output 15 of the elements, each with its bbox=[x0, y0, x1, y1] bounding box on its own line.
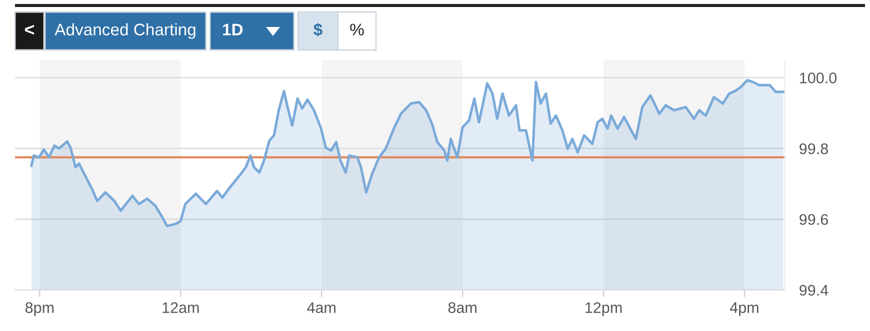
x-tick-label: 12pm bbox=[586, 302, 622, 316]
x-tick-label: 4am bbox=[307, 302, 336, 314]
x-tick-label: 4pm bbox=[730, 302, 758, 316]
x-tick-label: 12am bbox=[162, 302, 199, 314]
text: $ bbox=[314, 22, 322, 37]
y-tick-label: 99.8 bbox=[800, 143, 828, 154]
y-tick-label: 99.4 bbox=[800, 284, 828, 296]
x-tick-label: 8am bbox=[448, 302, 476, 314]
text: Advanced Charting bbox=[54, 23, 196, 39]
text: < bbox=[24, 24, 34, 35]
text: % bbox=[350, 24, 364, 36]
y-tick-label: 100.0 bbox=[800, 72, 837, 84]
x-tick-label: 8pm bbox=[25, 302, 54, 316]
y-tick-label: 99.6 bbox=[800, 214, 828, 225]
text: 1D bbox=[223, 24, 243, 36]
